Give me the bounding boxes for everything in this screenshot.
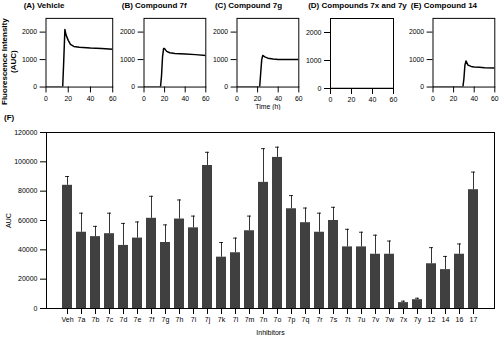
html-text:(E) Compound 14: (E) Compound 14 — [410, 1, 477, 10]
svg-text:Inhibitors: Inhibitors — [256, 329, 285, 336]
svg-text:7m: 7m — [245, 316, 255, 323]
svg-text:7a: 7a — [78, 316, 86, 323]
html-text:(D) Compounds 7x and 7y: (D) Compounds 7x and 7y — [308, 1, 407, 10]
svg-text:7o: 7o — [274, 316, 282, 323]
svg-text:7q: 7q — [302, 316, 310, 324]
svg-text:14: 14 — [442, 316, 450, 323]
svg-text:7e: 7e — [134, 316, 142, 323]
svg-text:40: 40 — [274, 95, 282, 102]
svg-text:AUC: AUC — [5, 213, 12, 228]
svg-text:0: 0 — [34, 305, 38, 312]
svg-text:7w: 7w — [385, 316, 395, 323]
svg-text:1000: 1000 — [22, 56, 37, 63]
svg-text:1000: 1000 — [120, 56, 135, 63]
svg-text:7s: 7s — [330, 316, 338, 323]
svg-text:7k: 7k — [218, 316, 226, 323]
svg-text:7i: 7i — [191, 316, 197, 323]
svg-text:40: 40 — [86, 95, 94, 102]
html-text:Fluorescence Intensity (AUC): Fluorescence Intensity (AUC) — [0, 18, 18, 106]
svg-text:7p: 7p — [288, 316, 296, 324]
svg-text:7d: 7d — [120, 316, 128, 323]
svg-text:2000: 2000 — [409, 28, 424, 35]
svg-text:20: 20 — [64, 95, 72, 102]
svg-text:60: 60 — [390, 96, 398, 103]
html-text:(C) Compound 7g: (C) Compound 7g — [214, 1, 282, 10]
svg-text:40: 40 — [470, 95, 478, 102]
svg-text:0: 0 — [142, 95, 146, 102]
svg-text:20000: 20000 — [18, 275, 38, 282]
svg-text:2000: 2000 — [306, 29, 322, 36]
svg-text:20: 20 — [161, 95, 169, 102]
svg-text:7x: 7x — [400, 316, 408, 323]
svg-text:Time (h): Time (h) — [255, 103, 280, 110]
svg-text:1000: 1000 — [213, 56, 228, 63]
svg-text:7h: 7h — [176, 316, 184, 323]
svg-text:7f: 7f — [149, 316, 155, 323]
svg-text:0: 0 — [431, 95, 435, 102]
svg-text:20: 20 — [450, 95, 458, 102]
svg-text:2000: 2000 — [120, 28, 135, 35]
svg-text:7y: 7y — [414, 316, 422, 324]
svg-text:60: 60 — [109, 95, 117, 102]
svg-text:7b: 7b — [92, 316, 100, 323]
svg-text:60: 60 — [491, 95, 499, 102]
svg-text:Veh: Veh — [61, 316, 73, 323]
svg-text:2000: 2000 — [213, 28, 228, 35]
html-text:(B) Compound 7f: (B) Compound 7f — [121, 1, 187, 10]
svg-text:7g: 7g — [162, 316, 170, 324]
svg-text:40: 40 — [369, 96, 377, 103]
svg-text:7j: 7j — [205, 316, 211, 324]
svg-text:7t: 7t — [345, 316, 351, 323]
svg-text:7n: 7n — [260, 316, 268, 323]
svg-text:7u: 7u — [358, 316, 366, 323]
svg-text:0: 0 — [44, 95, 48, 102]
svg-text:20: 20 — [254, 95, 262, 102]
svg-text:0: 0 — [420, 83, 424, 90]
svg-text:0: 0 — [329, 96, 333, 103]
svg-text:0: 0 — [224, 83, 228, 90]
svg-text:16: 16 — [456, 316, 464, 323]
svg-text:7c: 7c — [106, 316, 114, 323]
svg-text:0: 0 — [33, 83, 37, 90]
svg-text:60: 60 — [202, 95, 210, 102]
svg-text:20: 20 — [348, 96, 356, 103]
svg-text:12: 12 — [428, 316, 436, 323]
svg-text:60000: 60000 — [18, 217, 38, 224]
svg-text:0: 0 — [318, 85, 322, 92]
svg-text:0: 0 — [235, 95, 239, 102]
svg-text:60: 60 — [295, 95, 303, 102]
svg-text:7v: 7v — [372, 316, 380, 323]
svg-text:7l: 7l — [233, 316, 239, 323]
svg-text:1000: 1000 — [409, 56, 424, 63]
html-text:(A) Vehicle: (A) Vehicle — [23, 1, 65, 10]
svg-text:120000: 120000 — [14, 129, 37, 136]
svg-text:40000: 40000 — [18, 246, 38, 253]
svg-text:17: 17 — [470, 316, 478, 323]
svg-text:100000: 100000 — [14, 158, 37, 165]
svg-text:1000: 1000 — [306, 57, 322, 64]
svg-text:7r: 7r — [316, 316, 323, 323]
svg-text:2000: 2000 — [22, 28, 37, 35]
svg-text:40: 40 — [181, 95, 189, 102]
svg-text:0: 0 — [131, 83, 135, 90]
html-text:(F): (F) — [4, 113, 15, 122]
svg-text:80000: 80000 — [18, 187, 38, 194]
